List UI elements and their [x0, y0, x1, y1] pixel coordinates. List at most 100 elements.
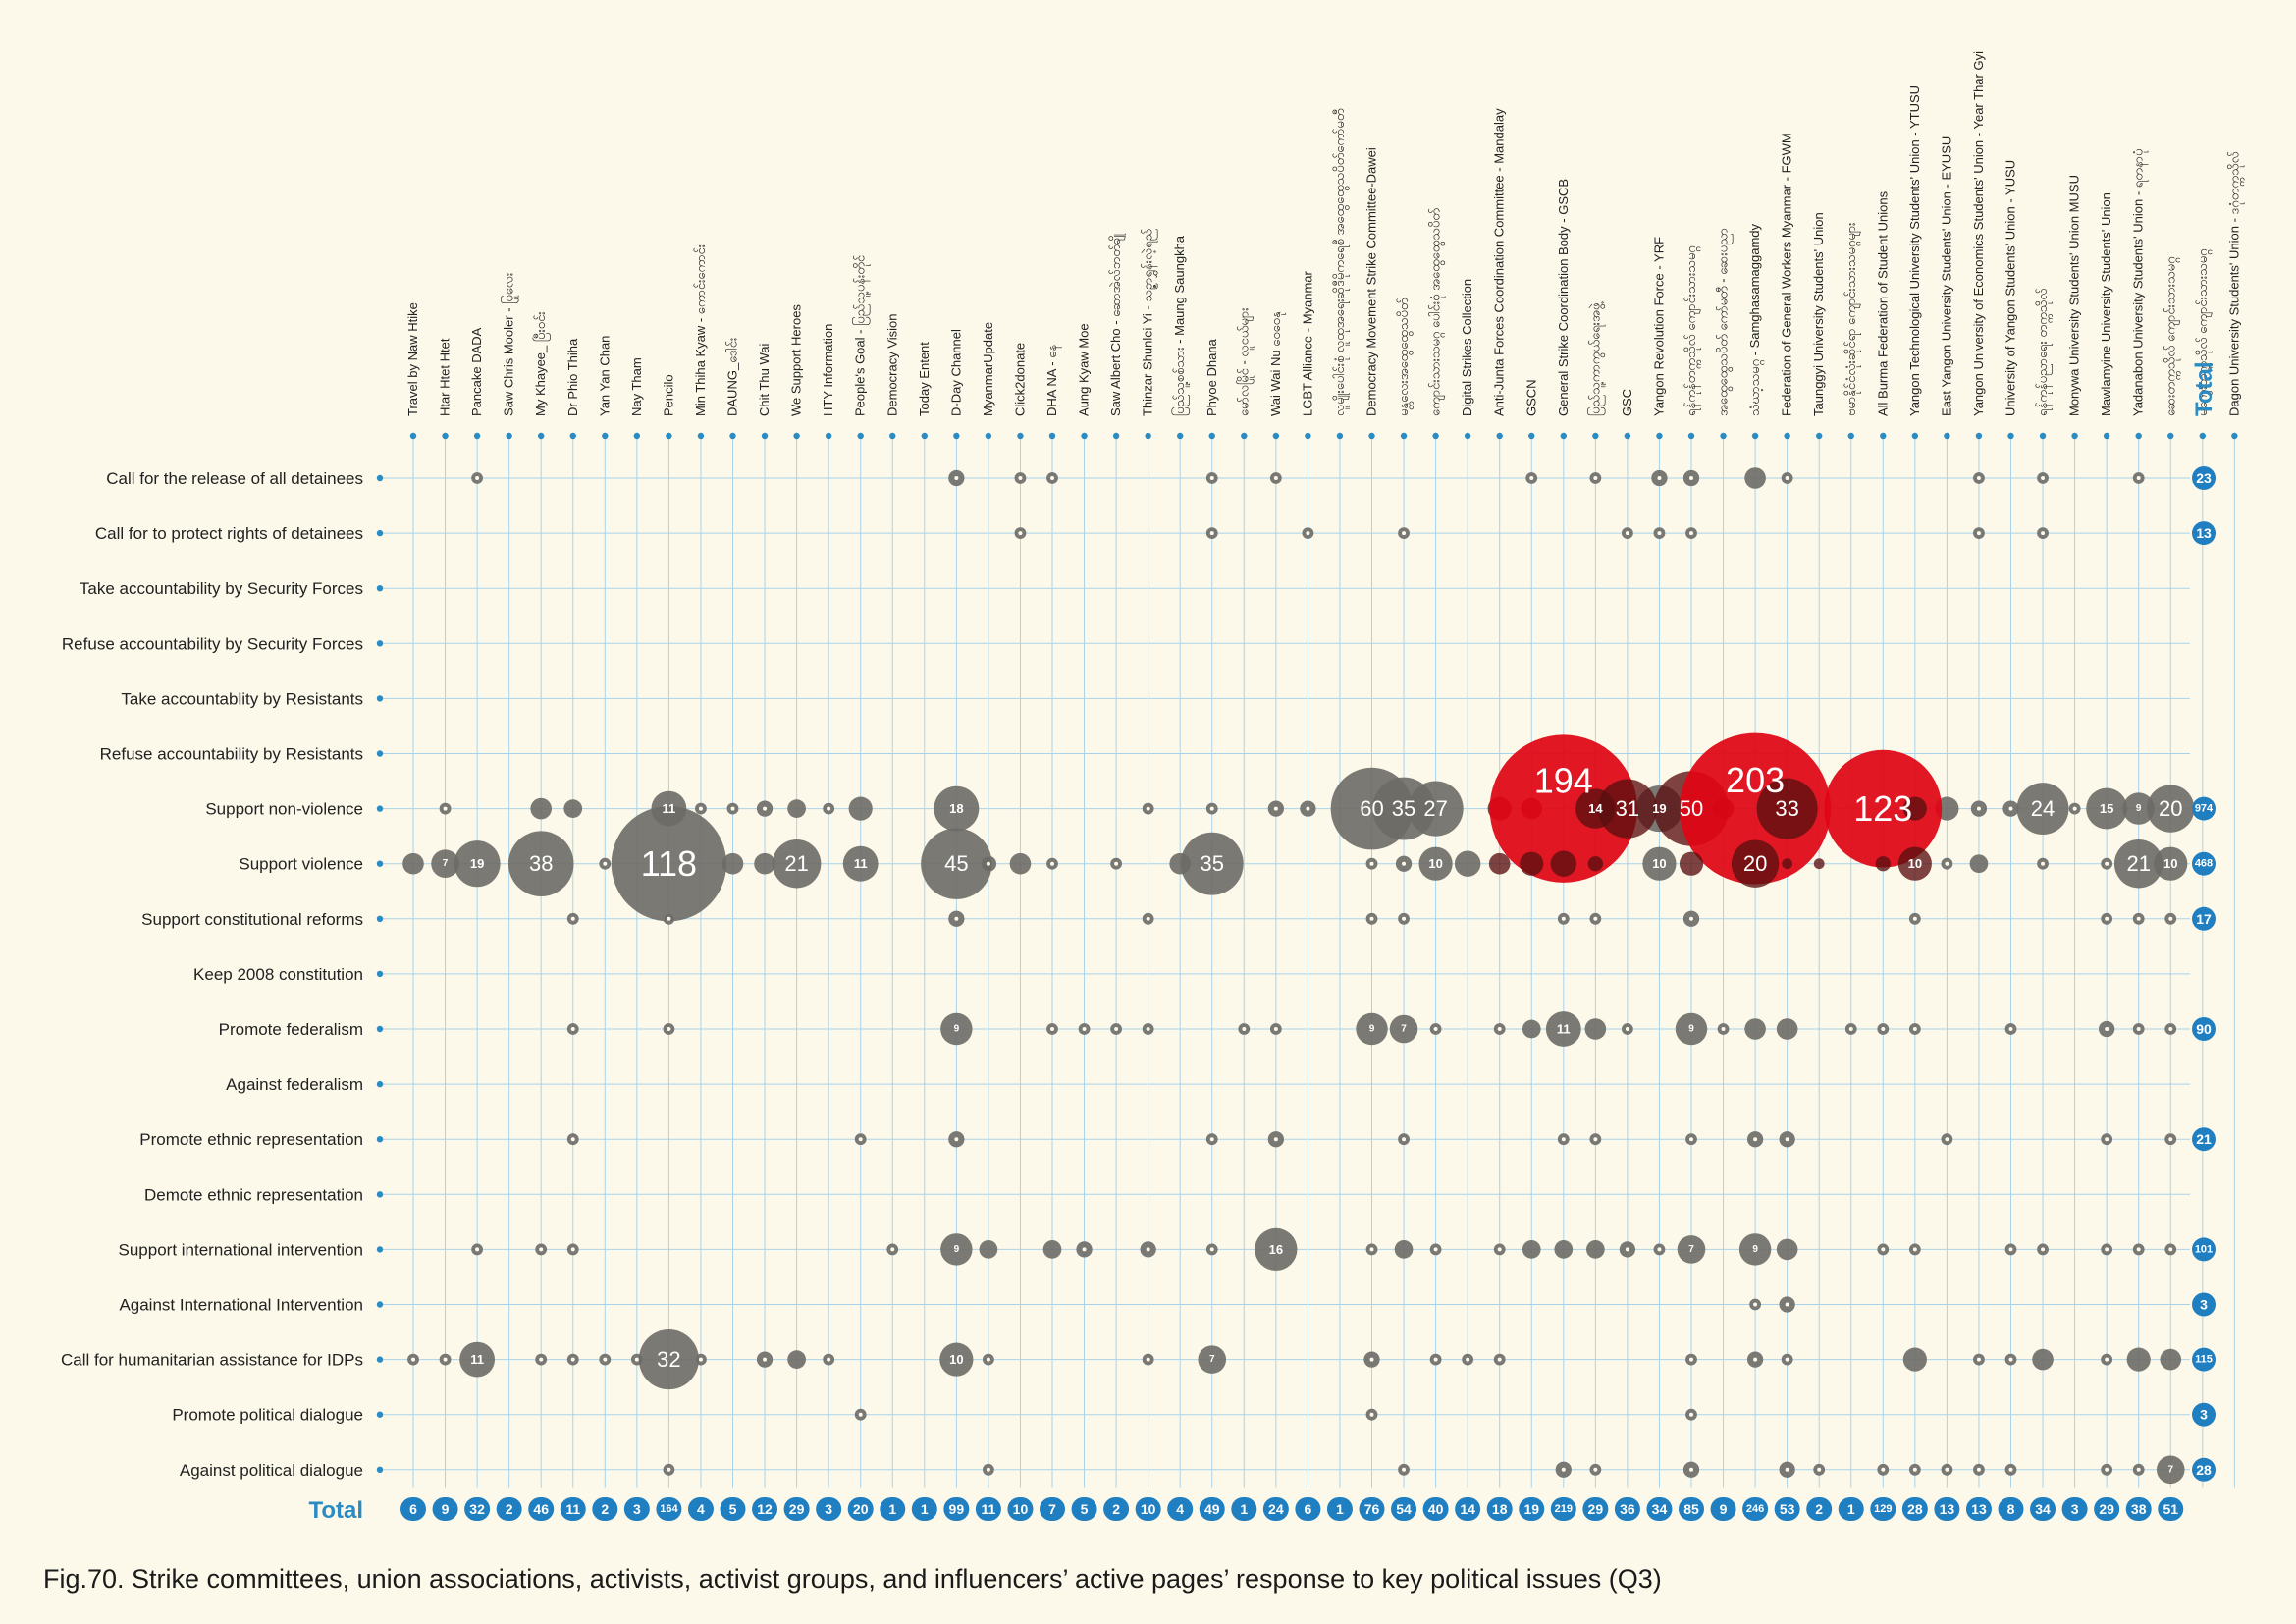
column-total-value: 29	[2099, 1501, 2114, 1517]
bubble-core	[2008, 1467, 2013, 1472]
bubble-core	[1881, 1247, 1886, 1252]
column-total-value: 24	[1268, 1501, 1284, 1517]
row-label: Support non-violence	[205, 800, 363, 819]
column-total-value: 5	[1081, 1501, 1089, 1517]
bubble-core	[1242, 1027, 1247, 1031]
column-dot	[1528, 432, 1535, 440]
row-labels: Call for the release of all detainees Cal…	[61, 469, 384, 1480]
bubble-core	[2041, 476, 2046, 480]
bubble-core	[2136, 916, 2141, 921]
bubble	[2016, 783, 2069, 836]
bubble-core	[1593, 1467, 1598, 1472]
column-total-badge	[847, 1497, 874, 1521]
column-header-label: မန္တလေးအထွေထွေသပိတ်	[1396, 298, 1414, 416]
bubble-core	[1689, 1467, 1693, 1472]
bubble	[1408, 781, 1464, 837]
row-total-header: Total	[2191, 361, 2217, 416]
column-header-label: People's Goal - ပြည်သူ့ပန်းတိုင်	[852, 254, 871, 416]
bubble-core	[1146, 806, 1150, 811]
column-total-badge	[623, 1497, 650, 1521]
bubble-core	[1785, 476, 1789, 480]
bubble	[1677, 1235, 1706, 1264]
column-header-label: Today Entent	[917, 342, 932, 416]
column-header-label: မော်လမြိုင် - လူငယ်များ	[1235, 307, 1254, 416]
bubble	[1679, 851, 1704, 876]
bubble-label: 10	[1908, 856, 1922, 871]
column-dot	[1975, 432, 1983, 440]
bubble-core	[1433, 1027, 1438, 1031]
column-total-badge	[1167, 1497, 1194, 1521]
bubble	[454, 840, 501, 888]
bubble-core	[475, 1247, 480, 1252]
column-total-badge	[880, 1497, 906, 1521]
column-total-badge	[2158, 1497, 2184, 1521]
bubble-label: 9	[1369, 1024, 1375, 1035]
bubble-core	[763, 1357, 768, 1362]
bubble	[507, 831, 574, 896]
row-totals: 23 13 974 468 17 90 21 101 3 115 3 28	[2192, 466, 2216, 1482]
bubble-core	[667, 1027, 671, 1031]
column-dot	[1272, 432, 1280, 440]
bubble-core	[2168, 1137, 2173, 1142]
row-label: Against political dialogue	[180, 1461, 363, 1480]
bubble-core	[1976, 806, 1981, 811]
column-total-badge	[975, 1497, 1001, 1521]
column-dot	[473, 432, 481, 440]
column-dot	[1784, 432, 1790, 440]
row-dot	[376, 970, 384, 978]
bubble-label: 14	[1588, 801, 1603, 816]
bubbles: 11 18 60 35 27 19 24 15 9 20 7 19 38 118 21 11 45 35 10 10 2…	[402, 467, 2213, 1485]
column-header-label: Phyoe Dhana	[1204, 338, 1219, 416]
bubble	[1902, 796, 1927, 821]
bubble	[611, 806, 727, 922]
column-total-badge	[720, 1497, 746, 1521]
bubble-core	[1721, 1027, 1726, 1031]
column-dot	[666, 432, 672, 440]
bubble-core	[954, 1137, 959, 1142]
column-total-badge	[592, 1497, 618, 1521]
column-total-value: 13	[1940, 1501, 1955, 1517]
bubble-core	[570, 1027, 575, 1031]
bubble-core	[827, 1357, 831, 1362]
bubble-core	[1146, 916, 1150, 921]
bubble-core	[730, 806, 735, 811]
column-header-label: Yadanabon University Students' Union - ရ…	[2131, 149, 2149, 416]
column-total-value: 1	[921, 1501, 929, 1517]
column-dot	[2007, 432, 2014, 440]
bubble-label: 10	[949, 1352, 963, 1367]
bubble-label: 9	[1688, 1024, 1694, 1035]
column-total-value: 18	[1492, 1501, 1508, 1517]
bubble	[530, 797, 552, 820]
column-total-badge	[1135, 1497, 1161, 1521]
bubble-core	[1689, 476, 1693, 480]
bubble-label: 9	[2136, 803, 2142, 814]
bubble-core	[1497, 1247, 1502, 1252]
bubble-core	[1146, 1247, 1150, 1252]
column-total-value: 129	[1874, 1503, 1892, 1515]
bubble-core	[1497, 1357, 1502, 1362]
column-total-badge	[1742, 1497, 1769, 1521]
bubble-core	[1625, 531, 1629, 536]
bubble-label: 203	[1726, 760, 1785, 800]
column-total-value: 12	[757, 1501, 773, 1517]
column-header-label: Pencilo	[661, 374, 675, 416]
bubble-label: 7	[1688, 1244, 1694, 1255]
column-total-value: 20	[853, 1501, 869, 1517]
bubble	[979, 1240, 998, 1259]
bubble	[1488, 852, 1511, 875]
bubble-core	[2041, 1247, 2046, 1252]
bubble-core	[1945, 1467, 1949, 1472]
bubble-label: 11	[470, 1352, 484, 1367]
bubble-core	[1912, 916, 1917, 921]
bubble-core	[443, 806, 448, 811]
bubble-label: 35	[1201, 851, 1224, 876]
bubble	[1776, 1018, 1798, 1040]
bubble-core	[539, 1357, 544, 1362]
bubble	[1813, 858, 1825, 870]
column-dot	[1656, 432, 1663, 440]
column-total-value: 11	[981, 1501, 995, 1517]
bubble-core	[1369, 1357, 1374, 1362]
row-dot	[376, 750, 384, 757]
column-dot	[1336, 432, 1344, 440]
bubble-core	[1402, 1467, 1407, 1472]
